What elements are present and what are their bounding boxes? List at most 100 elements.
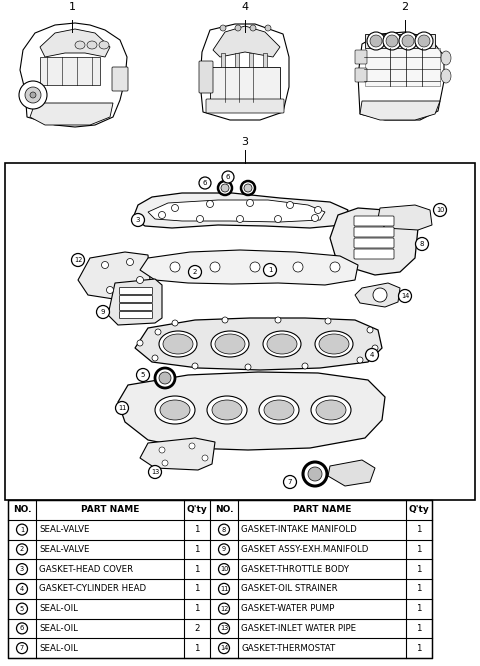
Text: Q'ty: Q'ty — [408, 505, 430, 514]
Text: 5: 5 — [141, 372, 145, 378]
Circle shape — [136, 368, 149, 382]
Polygon shape — [200, 24, 289, 120]
Circle shape — [418, 35, 430, 47]
Circle shape — [152, 355, 158, 361]
Text: GASKET ASSY-EXH.MANIFOLD: GASKET ASSY-EXH.MANIFOLD — [241, 545, 368, 554]
Text: 1: 1 — [194, 604, 200, 613]
Circle shape — [241, 181, 255, 195]
Text: 2: 2 — [401, 2, 408, 12]
Text: PART NAME: PART NAME — [81, 505, 139, 514]
Ellipse shape — [87, 41, 97, 49]
Circle shape — [402, 35, 414, 47]
Text: 1: 1 — [194, 565, 200, 573]
Text: 1: 1 — [194, 525, 200, 534]
Text: 1: 1 — [69, 2, 75, 12]
Circle shape — [220, 25, 226, 31]
Ellipse shape — [267, 334, 297, 354]
Ellipse shape — [441, 69, 451, 83]
Text: 1: 1 — [194, 584, 200, 593]
Text: 2: 2 — [193, 269, 197, 275]
Circle shape — [287, 202, 293, 208]
Circle shape — [218, 643, 229, 653]
Text: 14: 14 — [401, 293, 409, 299]
Polygon shape — [140, 438, 215, 470]
Text: 1: 1 — [416, 525, 422, 534]
Circle shape — [218, 524, 229, 535]
Text: 14: 14 — [220, 645, 228, 651]
Polygon shape — [328, 460, 375, 486]
Ellipse shape — [75, 41, 85, 49]
Text: 4: 4 — [241, 2, 249, 12]
Text: 8: 8 — [222, 527, 226, 533]
Circle shape — [199, 177, 211, 189]
Circle shape — [383, 32, 401, 50]
Circle shape — [171, 204, 179, 212]
Circle shape — [330, 262, 340, 272]
FancyBboxPatch shape — [120, 296, 153, 302]
Circle shape — [16, 583, 27, 594]
Text: 1: 1 — [20, 527, 24, 533]
Circle shape — [416, 238, 429, 250]
Circle shape — [222, 171, 234, 183]
Text: 6: 6 — [203, 180, 207, 186]
Circle shape — [189, 266, 202, 278]
Text: 12: 12 — [220, 605, 228, 611]
Circle shape — [237, 216, 243, 222]
Polygon shape — [360, 101, 440, 120]
Polygon shape — [330, 208, 418, 275]
Circle shape — [19, 81, 47, 109]
Bar — [5, 163, 475, 500]
Text: GASKET-WATER PUMP: GASKET-WATER PUMP — [241, 604, 335, 613]
Text: 3: 3 — [20, 566, 24, 572]
Circle shape — [107, 286, 113, 294]
Circle shape — [222, 317, 228, 323]
FancyBboxPatch shape — [120, 288, 153, 294]
Text: 6: 6 — [20, 625, 24, 631]
Text: SEAL-VALVE: SEAL-VALVE — [39, 525, 89, 534]
Circle shape — [221, 184, 229, 192]
Circle shape — [210, 262, 220, 272]
Text: 1: 1 — [194, 545, 200, 554]
Circle shape — [162, 460, 168, 466]
Circle shape — [265, 25, 271, 31]
FancyBboxPatch shape — [354, 227, 394, 237]
Circle shape — [244, 184, 252, 192]
Polygon shape — [140, 250, 358, 285]
Circle shape — [399, 32, 417, 50]
Ellipse shape — [99, 41, 109, 49]
Ellipse shape — [163, 334, 193, 354]
Circle shape — [314, 206, 322, 214]
Circle shape — [357, 357, 363, 363]
Circle shape — [250, 25, 256, 31]
Ellipse shape — [159, 331, 197, 357]
Circle shape — [303, 462, 327, 486]
Polygon shape — [213, 26, 280, 57]
Polygon shape — [358, 32, 444, 120]
Text: 7: 7 — [288, 479, 292, 485]
Circle shape — [264, 264, 276, 276]
Text: 12: 12 — [74, 257, 82, 263]
FancyBboxPatch shape — [355, 50, 367, 64]
Circle shape — [415, 32, 433, 50]
Circle shape — [372, 345, 378, 351]
Text: 1: 1 — [194, 643, 200, 653]
Ellipse shape — [211, 331, 249, 357]
Bar — [249, 53, 253, 67]
FancyBboxPatch shape — [112, 67, 128, 91]
Text: PART NAME: PART NAME — [293, 505, 351, 514]
Text: 9: 9 — [222, 546, 226, 552]
Polygon shape — [30, 103, 113, 125]
FancyBboxPatch shape — [354, 249, 394, 259]
Circle shape — [398, 290, 411, 302]
Circle shape — [367, 327, 373, 333]
Ellipse shape — [311, 396, 351, 424]
Circle shape — [25, 87, 41, 103]
Text: 2: 2 — [194, 624, 200, 633]
Ellipse shape — [316, 400, 346, 420]
Bar — [221, 53, 225, 67]
Circle shape — [132, 214, 144, 226]
Ellipse shape — [319, 334, 349, 354]
Ellipse shape — [212, 400, 242, 420]
Circle shape — [30, 92, 36, 98]
Text: GASKET-THERMOSTAT: GASKET-THERMOSTAT — [241, 643, 335, 653]
